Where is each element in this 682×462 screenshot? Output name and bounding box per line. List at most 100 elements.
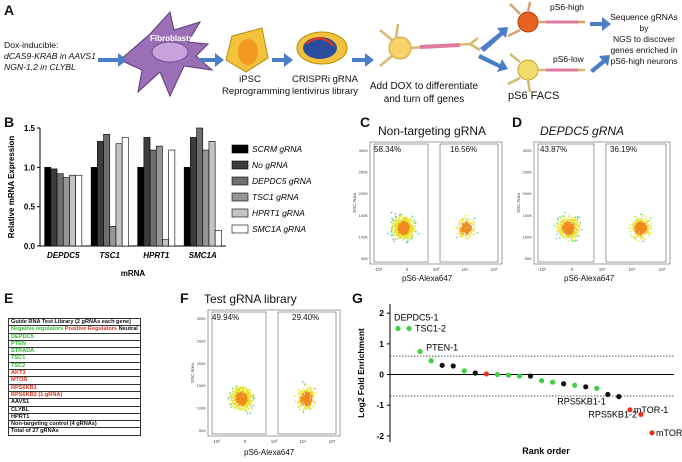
x-tick-label: 0 [406, 267, 409, 272]
event-dot [402, 218, 404, 220]
event-dot [242, 398, 245, 400]
event-dot [312, 395, 314, 397]
data-point [461, 368, 467, 374]
event-dot [303, 389, 305, 392]
event-dot [565, 234, 567, 236]
event-dot [237, 394, 239, 397]
event-dot [465, 222, 468, 224]
event-dot [231, 394, 234, 396]
event-dot [557, 217, 559, 220]
event-dot [570, 219, 572, 221]
event-dot [560, 227, 563, 229]
event-dot [641, 221, 643, 223]
event-dot [395, 228, 397, 230]
bar [103, 133, 111, 247]
event-dot [566, 236, 569, 238]
event-dot [473, 224, 475, 226]
event-dot [242, 404, 245, 407]
event-dot [574, 223, 576, 226]
event-dot [404, 234, 406, 237]
event-dot [560, 222, 562, 224]
event-dot [464, 230, 466, 233]
sequence-line-4: pS6-high neurons [610, 56, 678, 66]
event-dot [246, 395, 248, 397]
event-dot [647, 220, 649, 222]
event-dot [558, 230, 560, 232]
event-dot [404, 221, 406, 223]
event-dot [252, 399, 254, 401]
event-dot [577, 226, 580, 228]
event-dot [570, 223, 572, 225]
event-dot [470, 226, 472, 229]
event-dot [408, 233, 410, 235]
event-dot [642, 224, 644, 226]
event-dot [633, 221, 635, 224]
event-dot [405, 222, 407, 225]
event-dot [402, 222, 405, 224]
event-dot [568, 225, 570, 228]
bar [183, 167, 191, 247]
x-tick-label: -10³ [212, 439, 221, 444]
event-dot [249, 389, 251, 391]
event-dot [395, 226, 397, 228]
event-dot [406, 241, 408, 244]
event-dot [240, 394, 243, 396]
event-dot [241, 393, 243, 395]
event-dot [395, 224, 398, 226]
dox-line-1: Dox-inducible: [4, 40, 59, 50]
event-dot [466, 232, 468, 234]
event-dot [235, 400, 237, 402]
event-dot [455, 227, 458, 229]
event-dot [244, 409, 246, 411]
event-dot [305, 404, 308, 406]
event-dot [311, 397, 313, 399]
event-dot [648, 224, 651, 227]
event-dot [574, 235, 577, 237]
table-row: STRADA [8, 347, 141, 356]
event-dot [247, 401, 249, 404]
event-dot [407, 232, 409, 234]
event-dot [409, 226, 411, 228]
event-dot [251, 396, 254, 398]
event-dot [470, 228, 472, 230]
event-dot [396, 228, 398, 230]
event-dot [239, 394, 242, 396]
event-dot [240, 386, 242, 388]
event-dot [646, 222, 648, 224]
event-dot [294, 395, 296, 397]
event-dot [467, 221, 469, 223]
event-dot [637, 218, 640, 220]
event-dot [413, 227, 415, 230]
event-dot [557, 228, 560, 230]
event-dot [638, 235, 640, 237]
data-point [550, 379, 556, 385]
event-dot [232, 394, 234, 397]
event-dot [237, 407, 240, 409]
event-dot [405, 231, 407, 234]
event-dot [307, 390, 309, 393]
event-dot [469, 222, 472, 224]
event-dot [463, 234, 465, 236]
event-dot [576, 235, 578, 238]
event-dot [562, 225, 564, 227]
event-dot [410, 234, 413, 236]
event-dot [636, 225, 638, 227]
legend-swatch [231, 144, 249, 154]
event-dot [638, 232, 640, 235]
event-dot [469, 233, 471, 235]
event-dot [646, 232, 648, 234]
event-dot [565, 229, 567, 232]
event-dot [636, 218, 638, 221]
legend-swatch [231, 208, 249, 218]
event-dot [411, 220, 413, 222]
legend-swatch [231, 176, 249, 186]
event-dot [309, 402, 312, 404]
event-dot [306, 395, 308, 397]
event-dot [573, 225, 576, 228]
event-dot [647, 229, 649, 231]
event-dot [246, 412, 249, 414]
event-dot [640, 234, 643, 236]
event-dot [406, 222, 409, 224]
event-dot [238, 406, 240, 408]
event-dot [644, 233, 646, 235]
